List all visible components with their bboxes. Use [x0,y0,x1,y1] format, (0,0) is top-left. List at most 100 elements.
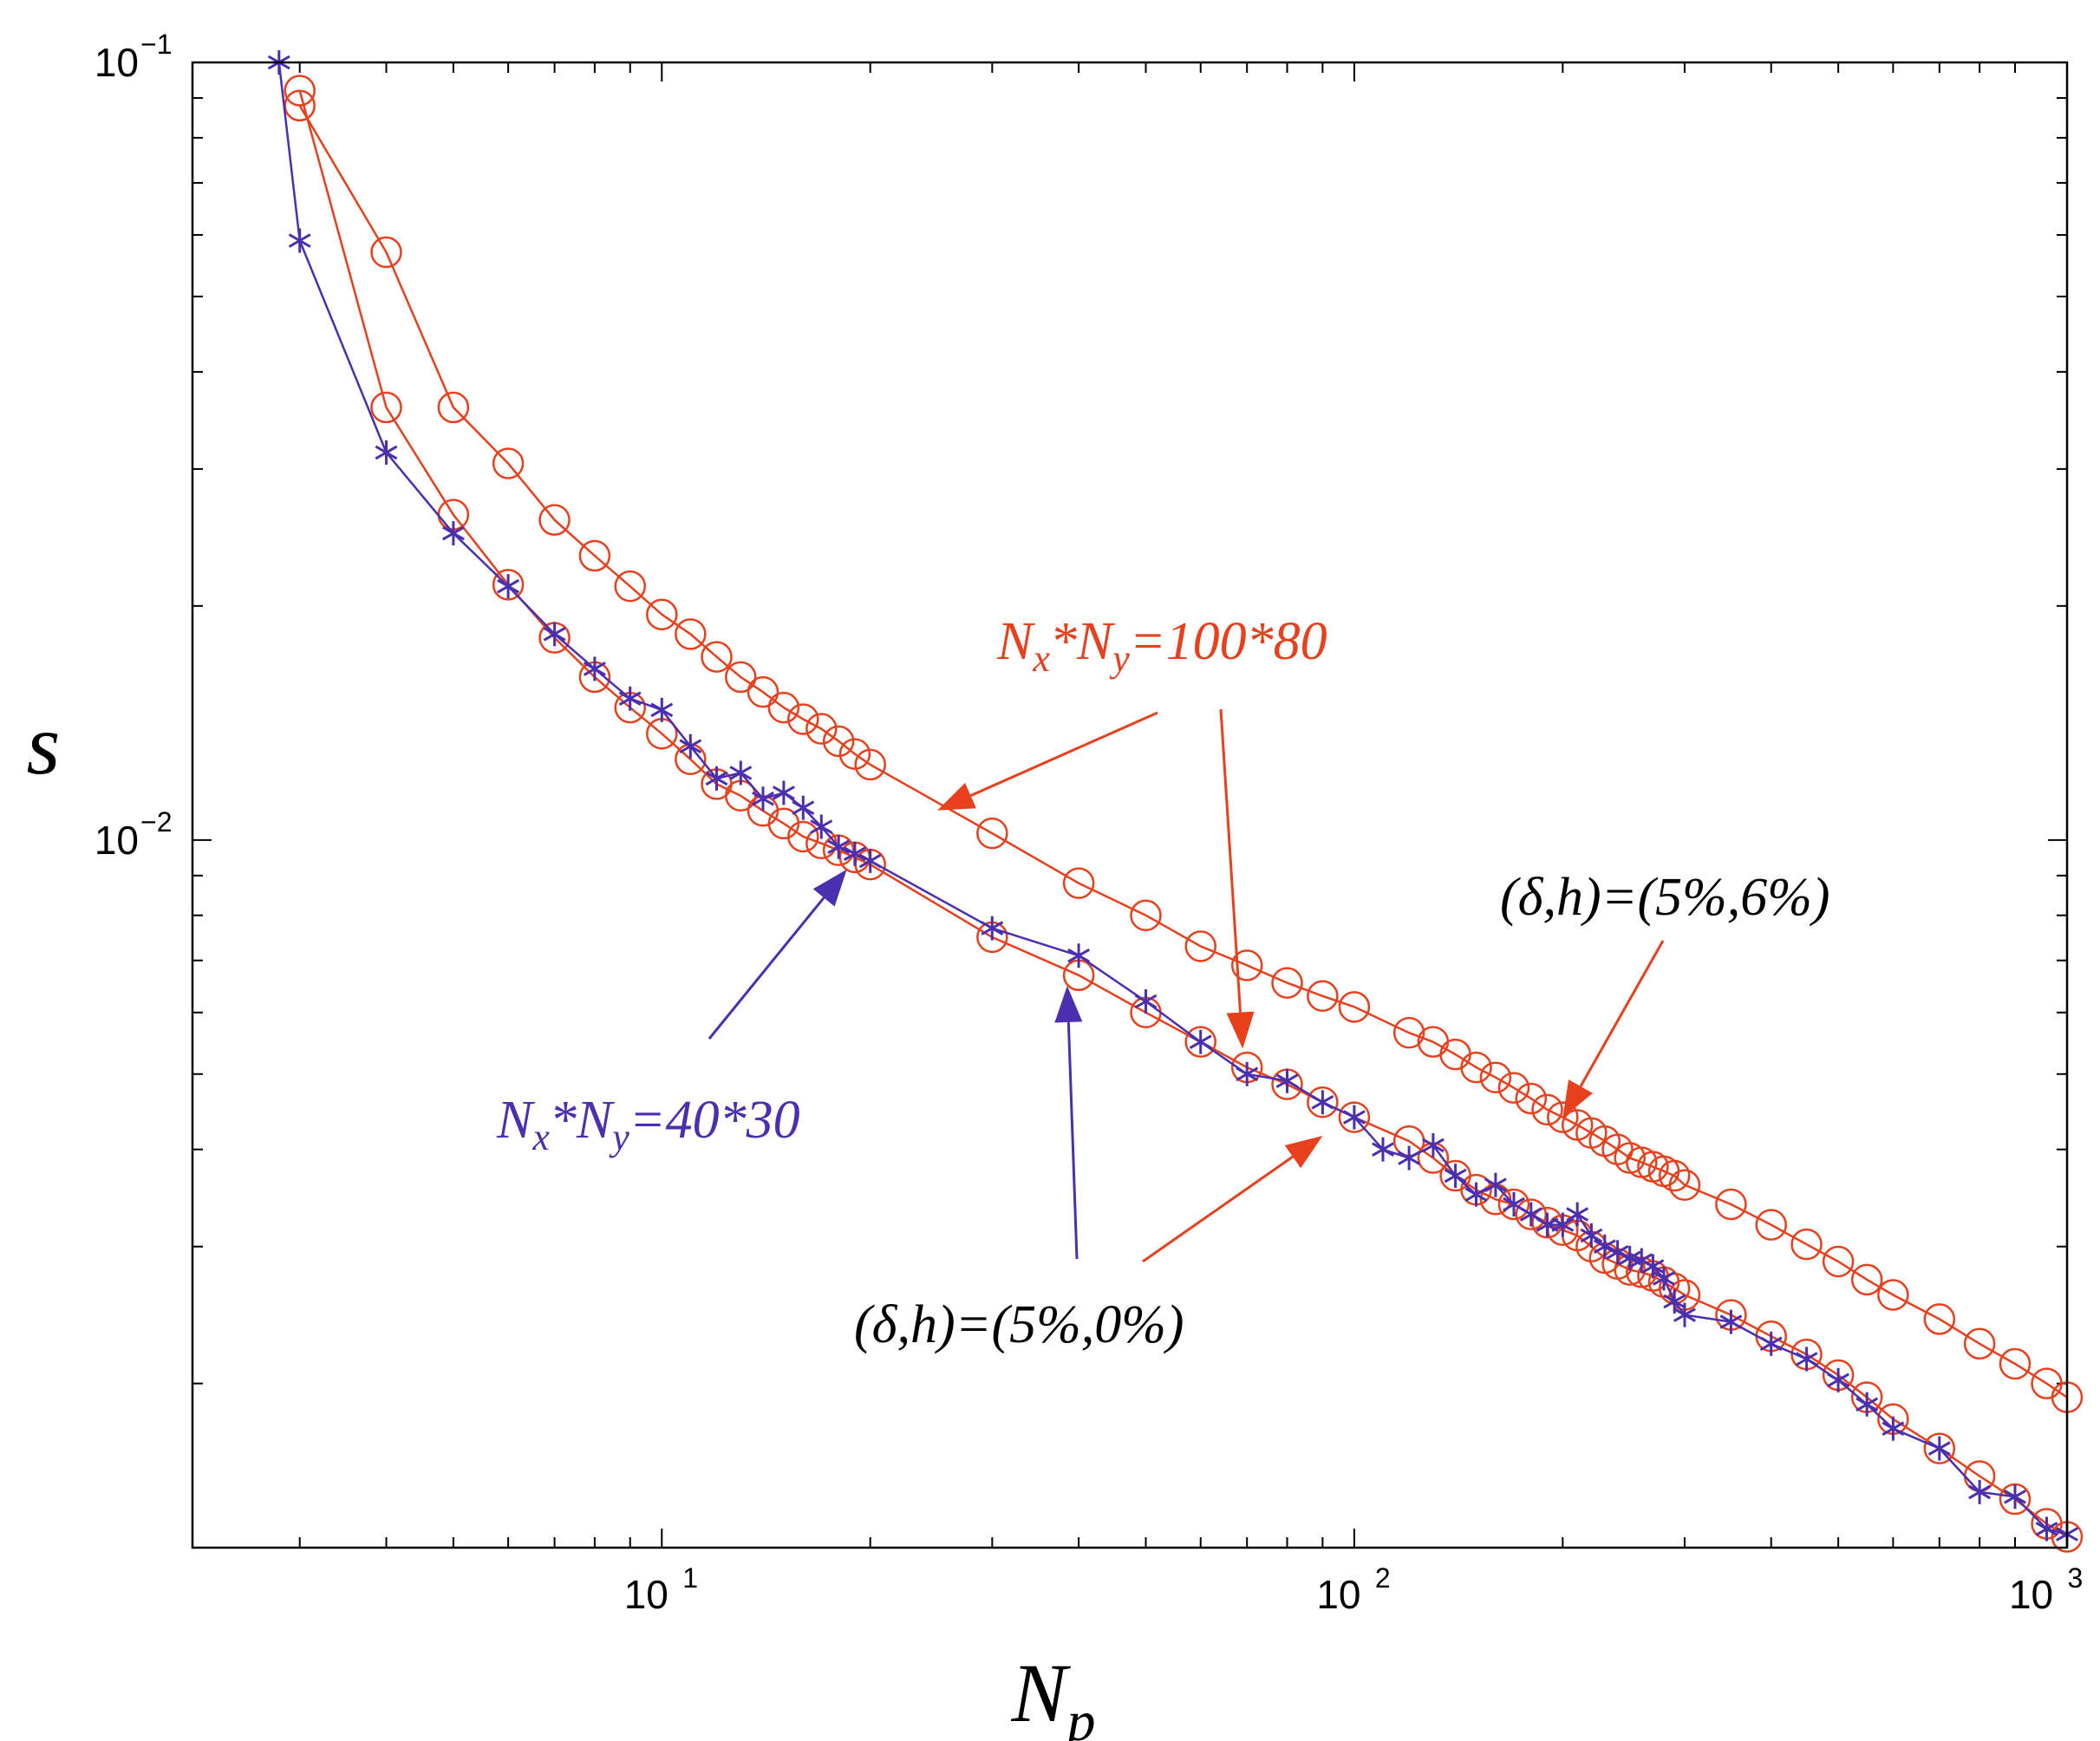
asterisk-stroke [679,739,702,754]
data-point [1755,1209,1787,1241]
data-point [854,748,886,781]
data-point [1275,1068,1299,1093]
data-point [1795,1347,1818,1372]
asterisk-stroke [375,445,398,460]
asterisk-stroke [1968,1484,1992,1500]
asterisk-stroke [1372,1142,1394,1157]
data-point [492,569,525,601]
subscript: y [609,1116,629,1158]
data-point [1479,1061,1512,1093]
x-axis-title: Np [1010,1646,1095,1741]
series-line [298,105,2068,1399]
data-point [1593,1234,1616,1259]
data-point [370,391,402,424]
data-point [1580,1223,1603,1248]
x-tick-exponent: 3 [2068,1562,2084,1594]
asterisk-stroke [1641,1259,1665,1274]
data-point [976,817,1008,850]
data-point [981,916,1004,941]
data-point [1184,1026,1216,1058]
data-point [614,570,646,603]
data-point [701,641,733,673]
data-point [1531,1093,1563,1126]
data-point [1421,1132,1445,1157]
data-point [1715,1188,1747,1221]
asterisk-stroke [1342,1110,1366,1125]
x-tick-label: 10 [2009,1572,2053,1617]
data-point [1719,1309,1743,1334]
arrow-shaft [1579,940,1665,1087]
series-0 [284,89,2084,1413]
asterisk-stroke [1067,948,1091,963]
data-point [1398,1145,1421,1170]
data-point [679,734,702,759]
data-point [1515,1082,1548,1115]
data-point [1641,1254,1665,1279]
label-40x30: Nx*Ny=40*30 [496,1091,800,1158]
asterisk-stroke [1795,1352,1818,1366]
asterisk-stroke [752,791,774,806]
asterisk-stroke [1663,1294,1686,1309]
arrow-head [1226,1011,1255,1049]
arrow-100x80-lower [1219,708,1255,1049]
asterisk-stroke [1551,1217,1575,1232]
data-point [1236,1061,1259,1086]
data-point [729,760,753,786]
data-point [1497,1188,1530,1221]
asterisk-stroke [543,626,566,642]
asterisk-stroke [1421,1138,1445,1153]
label-part: *N [550,1091,616,1150]
data-point [284,75,316,107]
data-point [538,504,571,536]
data-point [787,703,819,735]
y-tick-exponent: −1 [140,29,172,60]
data-point [675,618,707,650]
asterisk-stroke [792,800,815,816]
data-point [1484,1172,1507,1197]
asterisk-stroke [1134,994,1158,1009]
asterisk-stroke [729,766,753,780]
data-point [1877,1279,1909,1311]
arrow-6pct [1562,940,1665,1118]
data-point [1551,1212,1575,1237]
x-tick-exponent: 2 [1375,1562,1391,1594]
data-point [2004,1484,2026,1510]
arrow-head [1284,1136,1323,1169]
data-point [705,766,728,791]
data-point [792,795,815,820]
asterisk-stroke [1653,1271,1675,1286]
arrow-40x30-left [708,869,847,1040]
data-point [1999,1483,2032,1516]
arrow-head [1562,1079,1593,1118]
tick-labels: 10 1 10 2 10 310 −210 −1 [95,29,2084,1617]
data-point [1515,1198,1548,1230]
data-point [2035,1516,2058,1542]
label-6pct: (δ,h)=(5%,6%) [1500,868,1830,927]
arrow-40x30-mid [1054,986,1083,1260]
y-tick-label: 10 [95,818,139,863]
annotation-arrows [708,708,1665,1263]
asterisk-stroke [1464,1187,1488,1203]
data-point [1338,991,1371,1023]
series-1 [284,75,2084,1553]
data-point [1963,1327,1996,1360]
data-point [1338,1101,1371,1133]
data-point [1850,1263,1883,1296]
data-point [1827,1367,1850,1392]
data-point [1790,1228,1823,1261]
asterisk-stroke [1606,1244,1629,1260]
data-point [1566,1202,1589,1227]
data-point [497,574,520,599]
data-point [1653,1266,1675,1291]
series-line [277,62,2068,1536]
asterisk-stroke [1673,1307,1696,1322]
asterisk-stroke [441,525,465,541]
data-point [1372,1137,1394,1162]
data-point [1822,1245,1855,1278]
label-part: N [996,612,1036,671]
asterisk-stroke [858,853,882,869]
asterisk-stroke [1398,1151,1421,1165]
data-point [1855,1392,1879,1417]
asterisk-stroke [1580,1228,1603,1243]
data-point [1392,1016,1425,1049]
